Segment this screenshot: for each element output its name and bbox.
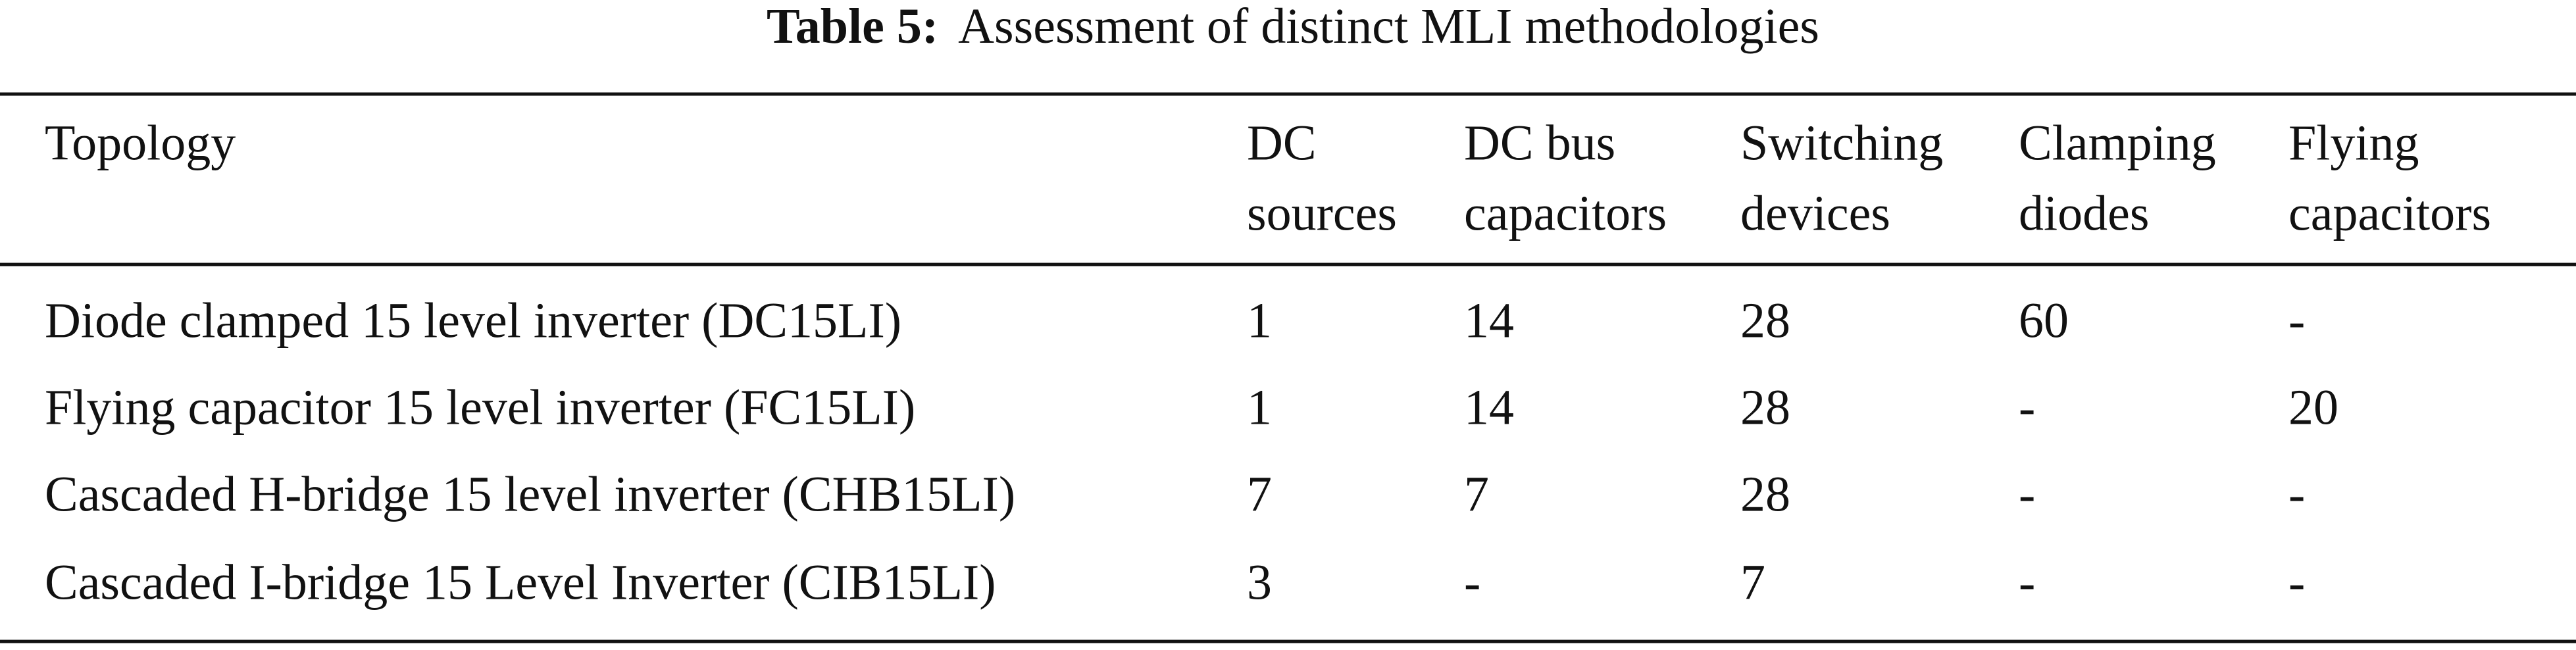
table-caption: Table 5: Assessment of distinct MLI metho… (767, 0, 1819, 54)
row-label: Flying capacitor 15 level inverter (FC15… (45, 380, 915, 435)
cell: 28 (1740, 466, 1790, 522)
row-label: Cascaded H-bridge 15 level inverter (CHB… (45, 466, 1015, 522)
header-cell: devices (1740, 186, 1890, 241)
cell: - (2288, 293, 2305, 348)
cell: - (2019, 555, 2035, 610)
cell: 14 (1464, 380, 1514, 435)
header-cell: DC bus (1464, 115, 1615, 170)
cell: 7 (1740, 555, 1765, 610)
header-cell: Flying (2288, 115, 2419, 170)
cell: - (2288, 555, 2305, 610)
header-cell: DC (1247, 115, 1317, 170)
header-cell: Topology (45, 115, 236, 170)
cell: 1 (1247, 293, 1272, 348)
cell: 1 (1247, 380, 1272, 435)
header-cell: Clamping (2019, 115, 2216, 170)
cell: - (2288, 466, 2305, 522)
cell: - (2019, 466, 2035, 522)
cell: - (2019, 380, 2035, 435)
cell: - (1464, 555, 1480, 610)
header-cell: capacitors (1464, 186, 1667, 241)
cell: 20 (2288, 380, 2338, 435)
header-cell: capacitors (2288, 186, 2491, 241)
row-label: Diode clamped 15 level inverter (DC15LI) (45, 293, 901, 348)
caption-label: Table 5: (767, 0, 938, 54)
cell: 7 (1247, 466, 1272, 522)
cell: 3 (1247, 555, 1272, 610)
header-cell: diodes (2019, 186, 2149, 241)
header-cell: Switching (1740, 115, 1943, 170)
cell: 14 (1464, 293, 1514, 348)
header-cell: sources (1247, 186, 1397, 241)
cell: 28 (1740, 293, 1790, 348)
cell: 60 (2019, 293, 2069, 348)
row-label: Cascaded I-bridge 15 Level Inverter (CIB… (45, 555, 996, 610)
cell: 7 (1464, 466, 1489, 522)
caption-text: Assessment of distinct MLI methodologies (958, 0, 1819, 54)
cell: 28 (1740, 380, 1790, 435)
